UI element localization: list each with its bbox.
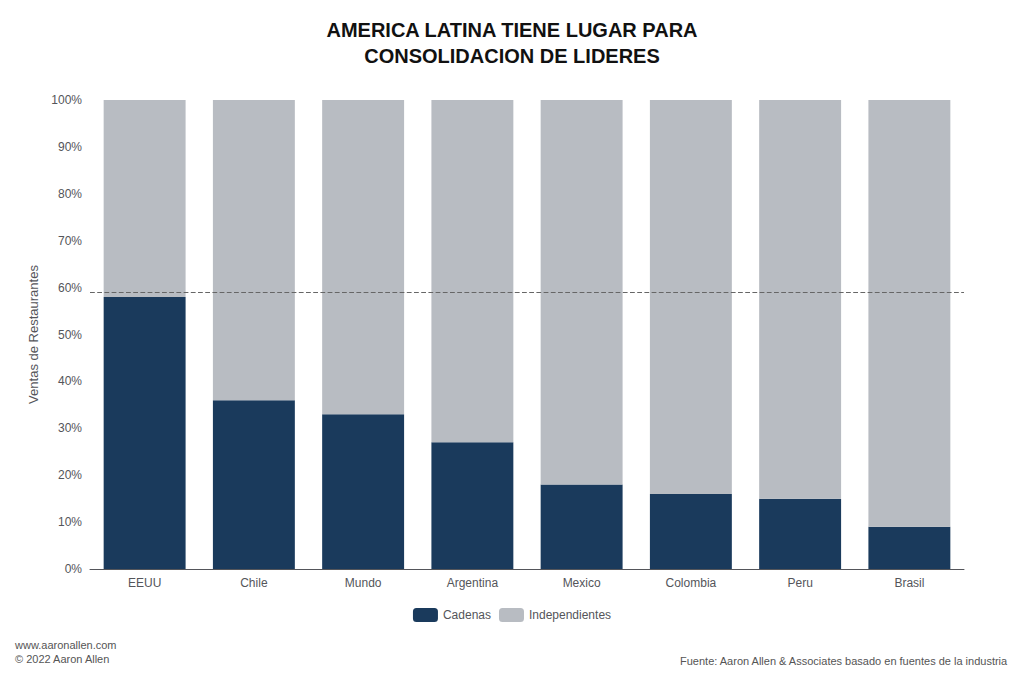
svg-text:30%: 30% xyxy=(58,421,82,435)
svg-text:Mexico: Mexico xyxy=(563,576,601,590)
svg-text:www.aaronallen.com: www.aaronallen.com xyxy=(14,639,117,651)
svg-text:70%: 70% xyxy=(58,234,82,248)
svg-text:Peru: Peru xyxy=(787,576,812,590)
svg-text:Chile: Chile xyxy=(240,576,268,590)
svg-text:EEUU: EEUU xyxy=(128,576,161,590)
svg-text:Brasil: Brasil xyxy=(894,576,924,590)
svg-text:50%: 50% xyxy=(58,328,82,342)
svg-text:40%: 40% xyxy=(58,374,82,388)
svg-text:AMERICA LATINA TIENE LUGAR PAR: AMERICA LATINA TIENE LUGAR PARA xyxy=(326,19,697,41)
svg-text:Colombia: Colombia xyxy=(666,576,717,590)
svg-text:0%: 0% xyxy=(65,562,83,576)
svg-text:80%: 80% xyxy=(58,187,82,201)
svg-text:10%: 10% xyxy=(58,515,82,529)
svg-text:Independientes: Independientes xyxy=(529,608,611,622)
svg-text:90%: 90% xyxy=(58,140,82,154)
svg-text:Ventas de Restaurantes: Ventas de Restaurantes xyxy=(26,265,41,404)
svg-text:Cadenas: Cadenas xyxy=(443,608,491,622)
svg-text:Fuente: Aaron Allen & Associat: Fuente: Aaron Allen & Associates basado … xyxy=(680,655,1008,667)
svg-text:Mundo: Mundo xyxy=(345,576,382,590)
svg-text:Argentina: Argentina xyxy=(447,576,499,590)
svg-text:100%: 100% xyxy=(51,93,82,107)
svg-text:CONSOLIDACION DE LIDERES: CONSOLIDACION DE LIDERES xyxy=(364,45,660,67)
svg-text:60%: 60% xyxy=(58,281,82,295)
svg-text:© 2022 Aaron Allen: © 2022 Aaron Allen xyxy=(15,653,109,665)
svg-text:20%: 20% xyxy=(58,468,82,482)
